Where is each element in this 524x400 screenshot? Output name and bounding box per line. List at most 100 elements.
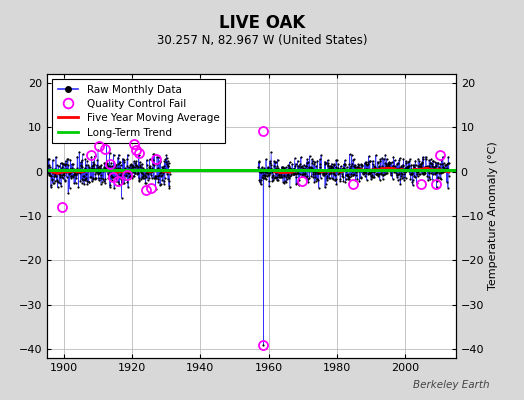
Point	[378, 168, 387, 175]
Point	[287, 166, 295, 172]
Point	[436, 176, 445, 182]
Point	[127, 174, 135, 180]
Point	[82, 175, 90, 181]
Point	[430, 170, 439, 176]
Point	[316, 156, 324, 163]
Point	[314, 184, 323, 191]
Point	[410, 167, 419, 173]
Point	[375, 166, 384, 172]
Point	[386, 160, 395, 166]
Point	[431, 167, 439, 173]
Point	[79, 176, 87, 183]
Point	[68, 173, 77, 179]
Point	[294, 182, 303, 188]
Point	[335, 170, 343, 176]
Point	[145, 166, 153, 172]
Point	[48, 180, 57, 186]
Point	[123, 156, 132, 162]
Point	[396, 176, 404, 182]
Point	[405, 168, 413, 174]
Point	[90, 162, 99, 168]
Point	[412, 167, 420, 173]
Point	[443, 164, 452, 171]
Point	[363, 166, 371, 172]
Point	[126, 166, 135, 172]
Point	[109, 168, 117, 174]
Point	[275, 174, 283, 180]
Point	[103, 159, 111, 166]
Point	[122, 173, 130, 180]
Point	[366, 170, 374, 177]
Point	[435, 164, 444, 170]
Point	[259, 174, 268, 181]
Point	[420, 171, 428, 177]
Point	[94, 175, 103, 182]
Point	[436, 160, 444, 167]
Point	[321, 158, 329, 165]
Point	[92, 166, 101, 172]
Point	[56, 180, 64, 187]
Point	[416, 171, 424, 177]
Point	[80, 181, 88, 187]
Point	[116, 162, 125, 169]
Point	[158, 177, 167, 183]
Point	[48, 166, 56, 172]
Point	[310, 168, 318, 174]
Point	[415, 158, 423, 164]
Point	[379, 176, 387, 182]
Point	[282, 178, 290, 185]
Point	[405, 162, 413, 169]
Point	[372, 171, 380, 178]
Point	[58, 164, 67, 170]
Point	[280, 178, 289, 185]
Point	[44, 170, 52, 177]
Point	[44, 156, 52, 163]
Point	[337, 165, 346, 172]
Point	[144, 168, 152, 175]
Point	[297, 164, 305, 170]
Point	[107, 168, 115, 174]
Point	[441, 167, 449, 173]
Point	[115, 172, 124, 179]
Point	[293, 168, 301, 174]
Point	[66, 157, 74, 163]
Point	[338, 171, 346, 177]
Point	[62, 160, 70, 167]
Point	[151, 173, 159, 180]
Point	[354, 164, 362, 170]
Point	[428, 162, 436, 169]
Point	[373, 171, 381, 178]
Point	[311, 178, 320, 184]
Point	[307, 165, 315, 171]
Point	[164, 163, 172, 169]
Point	[362, 158, 370, 165]
Point	[151, 173, 160, 179]
Point	[398, 162, 407, 168]
Point	[137, 168, 146, 174]
Point	[441, 166, 450, 172]
Point	[380, 170, 388, 177]
Point	[155, 154, 163, 160]
Point	[162, 152, 170, 158]
Point	[399, 156, 408, 162]
Point	[368, 166, 377, 172]
Point	[260, 173, 269, 180]
Point	[425, 176, 434, 182]
Point	[54, 179, 62, 186]
Point	[350, 156, 358, 162]
Text: Berkeley Earth: Berkeley Earth	[413, 380, 490, 390]
Point	[62, 166, 71, 172]
Point	[99, 165, 107, 172]
Point	[59, 175, 67, 182]
Point	[77, 162, 85, 169]
Point	[46, 164, 54, 170]
Point	[138, 170, 146, 176]
Point	[396, 181, 405, 187]
Point	[268, 178, 277, 185]
Point	[143, 162, 151, 168]
Point	[391, 168, 399, 174]
Point	[419, 154, 427, 160]
Point	[80, 177, 89, 183]
Point	[364, 161, 372, 167]
Point	[43, 164, 51, 171]
